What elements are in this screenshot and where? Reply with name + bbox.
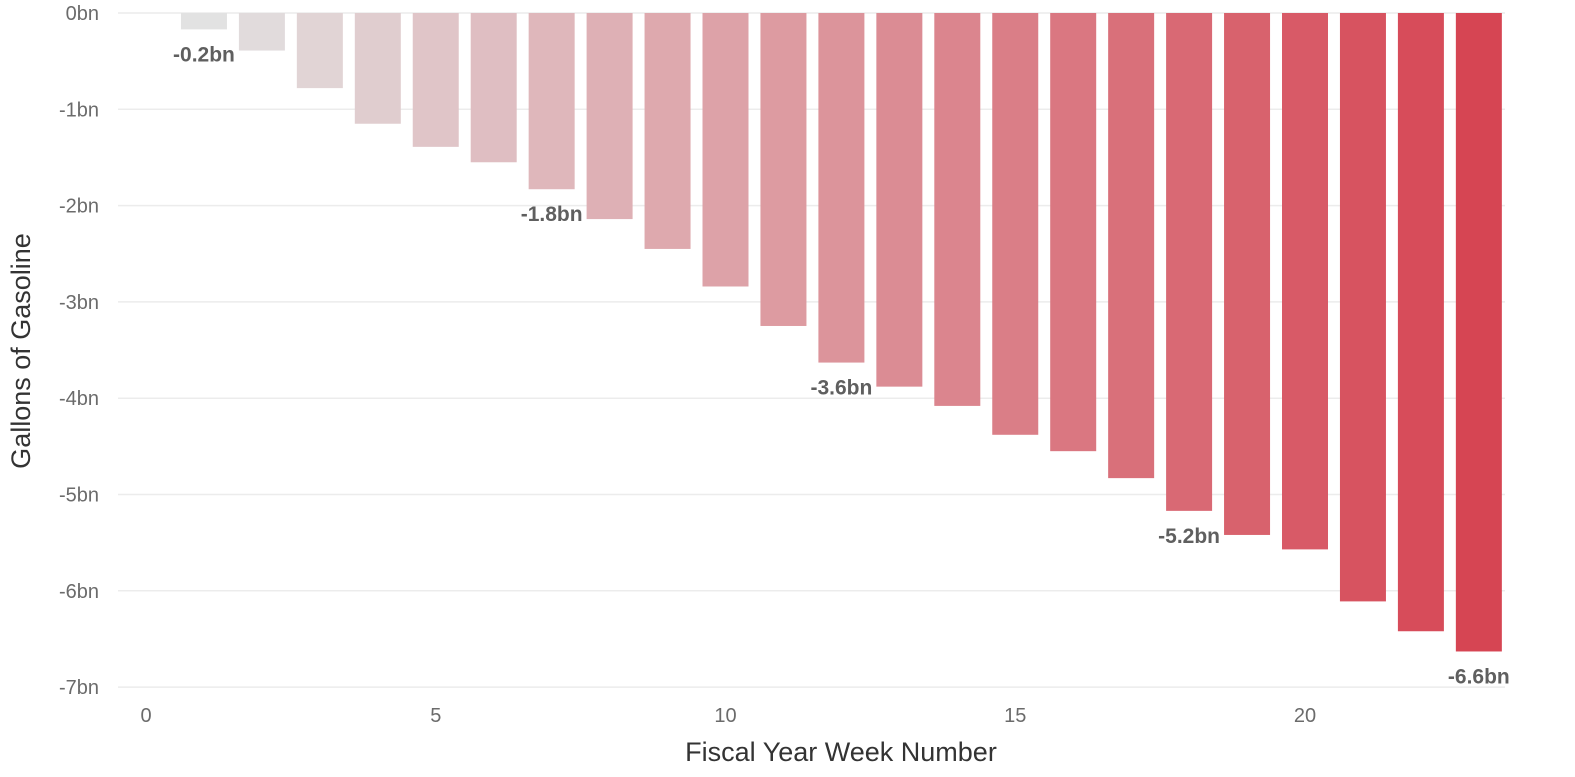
y-tick-label: -4bn	[59, 388, 99, 410]
x-axis-title: Fiscal Year Week Number	[685, 737, 997, 767]
bar-week-22	[1397, 13, 1444, 632]
bar-week-14	[934, 13, 981, 406]
bar-week-16	[1050, 13, 1097, 452]
y-tick-label: 0bn	[66, 3, 99, 25]
bar-week-6	[470, 13, 517, 163]
bar-week-12	[818, 13, 865, 363]
grid-lines	[118, 12, 1505, 688]
bar-week-4	[354, 13, 401, 124]
data-label: -1.8bn	[521, 203, 583, 226]
bar-week-20	[1282, 13, 1328, 550]
bar-week-8	[586, 13, 633, 220]
x-tick-label: 10	[714, 705, 736, 727]
bar-week-7	[528, 13, 575, 190]
data-label: -3.6bn	[810, 377, 872, 400]
y-tick-label: -7bn	[59, 677, 99, 699]
bar-week-19	[1224, 13, 1271, 535]
y-axis-title: Gallons of Gasoline	[6, 233, 36, 469]
bar-week-9	[644, 13, 691, 249]
data-label: -5.2bn	[1158, 525, 1220, 548]
bar-week-17	[1108, 13, 1155, 479]
y-tick-label: -2bn	[59, 196, 99, 218]
bars	[180, 13, 1502, 652]
bar-week-11	[760, 13, 807, 326]
bar-week-2	[238, 13, 285, 51]
y-axis-ticks: 0bn -1bn -2bn -3bn -4bn -5bn -6bn -7bn	[59, 3, 99, 699]
data-labels: -0.2bn -1.8bn -3.6bn -5.2bn -6.6bn	[173, 43, 1510, 688]
bar-week-1	[180, 13, 227, 30]
x-tick-label: 15	[1004, 705, 1026, 727]
data-label: -6.6bn	[1448, 665, 1510, 688]
x-tick-label: 20	[1294, 705, 1316, 727]
x-tick-label: 5	[430, 705, 441, 727]
bar-week-10	[702, 13, 749, 287]
bar-week-18	[1166, 13, 1213, 511]
y-tick-label: -3bn	[59, 292, 99, 314]
x-tick-label: 0	[140, 705, 151, 727]
bar-week-21	[1339, 13, 1386, 602]
bar-week-3	[296, 13, 343, 89]
bar-week-15	[992, 13, 1039, 435]
bar-week-23	[1455, 13, 1502, 652]
y-tick-label: -5bn	[59, 485, 99, 507]
x-axis-ticks: 0 5 10 15 20	[140, 705, 1316, 727]
y-tick-label: -1bn	[59, 99, 99, 121]
y-tick-label: -6bn	[59, 581, 99, 603]
bar-week-5	[412, 13, 459, 147]
bar-week-13	[876, 13, 923, 387]
data-label: -0.2bn	[173, 43, 235, 66]
